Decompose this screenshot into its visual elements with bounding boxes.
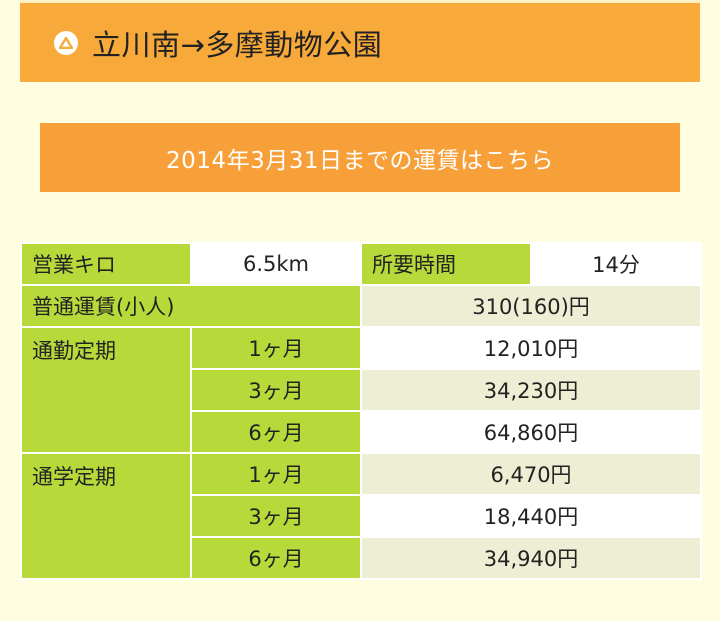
pass-price: 34,940円 xyxy=(360,536,702,580)
time-label: 所要時間 xyxy=(360,242,532,286)
route-header: 立川南→多摩動物公園 xyxy=(20,0,700,82)
regular-fare-label: 普通運賃(小人) xyxy=(20,284,362,328)
period-label: 1ヶ月 xyxy=(190,452,362,496)
pass-price: 6,470円 xyxy=(360,452,702,496)
pass-price: 18,440円 xyxy=(360,494,702,538)
route-title: 立川南→多摩動物公園 xyxy=(92,27,383,62)
table-row: 3ヶ月 34,230円 xyxy=(21,368,702,412)
commuter-pass-label: 通勤定期 xyxy=(20,326,192,454)
period-label: 6ヶ月 xyxy=(190,536,362,580)
table-row: 通学定期 1ヶ月 6,470円 xyxy=(20,452,702,580)
pass-price: 64,860円 xyxy=(360,410,702,454)
period-label: 3ヶ月 xyxy=(190,368,362,412)
old-fare-link-button[interactable]: 2014年3月31日までの運賃はこちら xyxy=(40,123,680,192)
regular-fare-row: 普通運賃(小人) 310(160)円 xyxy=(20,284,702,328)
regular-fare-value: 310(160)円 xyxy=(360,284,702,328)
triangle-up-circle-icon xyxy=(54,30,78,55)
pass-price: 12,010円 xyxy=(360,326,702,370)
fare-table: 営業キロ 6.5km 所要時間 14分 普通運賃(小人) 310(160)円 通… xyxy=(20,242,702,580)
table-row: 通勤定期 1ヶ月 12,010円 xyxy=(20,326,702,454)
student-pass-label: 通学定期 xyxy=(20,452,192,580)
summary-row: 営業キロ 6.5km 所要時間 14分 xyxy=(20,242,702,286)
table-row: 6ヶ月 34,940円 xyxy=(21,536,702,580)
period-label: 1ヶ月 xyxy=(190,326,362,370)
table-row: 3ヶ月 18,440円 xyxy=(21,494,702,538)
distance-label: 営業キロ xyxy=(20,242,192,286)
pass-price: 34,230円 xyxy=(360,368,702,412)
period-label: 6ヶ月 xyxy=(190,410,362,454)
time-value: 14分 xyxy=(530,242,702,286)
table-row: 6ヶ月 64,860円 xyxy=(21,410,702,454)
period-label: 3ヶ月 xyxy=(190,494,362,538)
distance-value: 6.5km xyxy=(190,242,362,286)
